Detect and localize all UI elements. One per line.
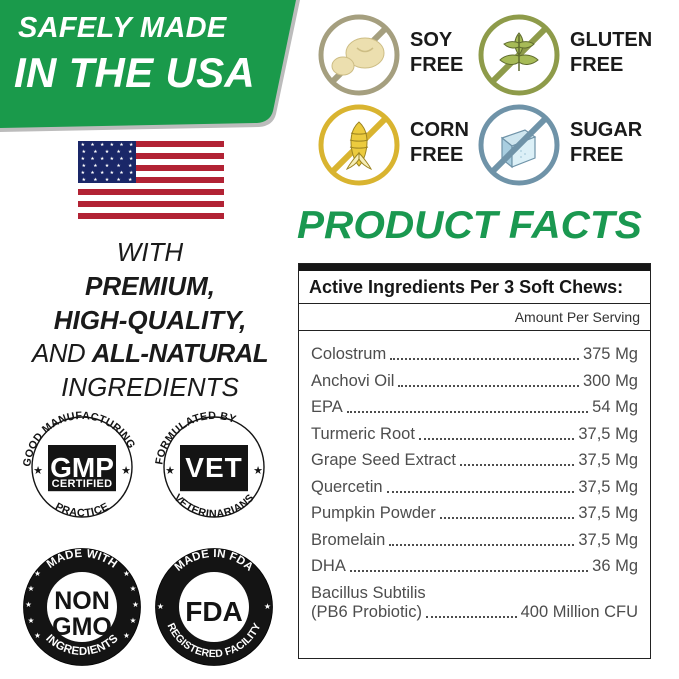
svg-text:NON: NON [54,587,110,615]
svg-text:★: ★ [165,465,175,477]
svg-text:★: ★ [34,569,41,578]
svg-text:★: ★ [123,569,130,578]
svg-text:VET: VET [185,452,242,483]
svg-text:FDA: FDA [185,596,243,627]
svg-text:PRACTICE: PRACTICE [53,501,111,520]
svg-text:★: ★ [157,602,164,611]
svg-text:★: ★ [28,584,35,593]
svg-text:★: ★ [253,465,263,477]
svg-text:CERTIFIED: CERTIFIED [52,478,113,490]
svg-text:★: ★ [264,602,271,611]
svg-text:★: ★ [33,465,43,477]
svg-text:★: ★ [130,616,137,625]
svg-text:GMO: GMO [52,613,112,641]
svg-text:★: ★ [34,631,41,640]
svg-text:★: ★ [132,600,139,609]
svg-text:★: ★ [121,465,131,477]
svg-text:★: ★ [123,631,130,640]
svg-text:★: ★ [130,584,137,593]
svg-text:★: ★ [25,600,32,609]
svg-text:VETERINARIANS: VETERINARIANS [171,492,256,520]
svg-text:★: ★ [28,616,35,625]
